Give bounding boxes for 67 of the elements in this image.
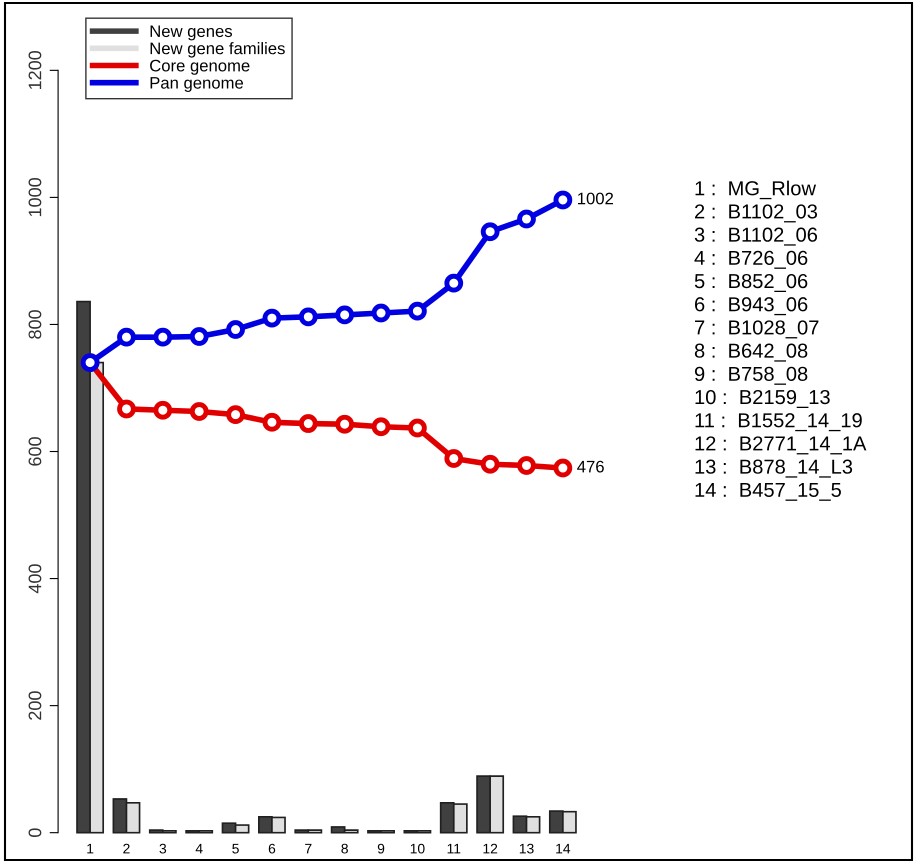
point xyxy=(226,405,245,424)
text: 6 : B943_06 xyxy=(695,297,808,316)
point xyxy=(444,274,464,293)
point xyxy=(298,414,318,433)
y-tick-label: 1200 xyxy=(28,50,42,90)
y-tick-label: 1000 xyxy=(28,178,42,216)
x-tick-label: 7 xyxy=(305,844,312,854)
point xyxy=(444,449,464,468)
text: 3 : B1102_06 xyxy=(694,228,818,246)
legend-label: New genes xyxy=(150,25,232,40)
x-tick-label: 4 xyxy=(196,844,203,854)
legend-label: Pan genome xyxy=(150,77,243,92)
point xyxy=(117,328,136,347)
point xyxy=(335,414,354,434)
point xyxy=(372,417,390,436)
x-tick-label: 1 xyxy=(87,844,94,854)
text: 2 : B1102_03 xyxy=(695,204,818,222)
point xyxy=(372,304,390,322)
point xyxy=(153,328,172,347)
legend-label: New gene families xyxy=(150,42,285,58)
x-tick-label: 5 xyxy=(232,844,239,854)
point xyxy=(554,190,572,210)
point xyxy=(335,306,354,324)
point xyxy=(190,402,209,421)
text: 5 : B852_06 xyxy=(694,274,808,292)
point xyxy=(517,210,536,228)
text: 14 : B457_15_5 xyxy=(696,482,841,501)
point xyxy=(408,418,427,438)
y-tick-label: 0 xyxy=(28,828,42,837)
legend-label: Core genome xyxy=(150,60,250,75)
text: 10 : B2159_13 xyxy=(696,390,830,408)
x-tick-label: 11 xyxy=(448,844,460,854)
text: 12 : B2771_14_1A xyxy=(696,436,866,454)
annotation: 1002 xyxy=(578,192,614,204)
point xyxy=(117,400,136,418)
y-tick-label: 200 xyxy=(28,691,42,720)
text: 7 : B1028_07 xyxy=(695,320,818,338)
annotation: 476 xyxy=(577,460,604,473)
text: 1 : MG_Rlow xyxy=(696,180,816,200)
point xyxy=(262,308,282,328)
point xyxy=(480,222,500,242)
text: 4 : B726_06 xyxy=(694,250,808,269)
text: 11 : B1552_14_19 xyxy=(696,413,862,432)
x-tick-label: 12 xyxy=(483,844,498,854)
point xyxy=(262,412,282,432)
point xyxy=(408,302,427,320)
x-tick-label: 13 xyxy=(520,844,534,854)
x-tick-label: 9 xyxy=(378,844,384,854)
x-tick-label: 14 xyxy=(556,844,570,854)
y-tick-label: 800 xyxy=(28,310,42,339)
point xyxy=(480,454,500,474)
x-tick-label: 8 xyxy=(341,844,348,854)
point xyxy=(190,327,209,346)
text: 13 : B878_14_L3 xyxy=(696,460,852,478)
point xyxy=(517,456,536,475)
point xyxy=(554,458,572,478)
point xyxy=(153,400,172,420)
point xyxy=(298,307,318,326)
text: 8 : B642_08 xyxy=(694,344,808,362)
point xyxy=(226,320,245,339)
x-tick-label: 10 xyxy=(410,844,425,854)
y-tick-label: 400 xyxy=(28,564,42,594)
x-tick-label: 6 xyxy=(268,844,276,854)
y-tick-label: 600 xyxy=(28,437,42,466)
x-tick-label: 2 xyxy=(123,844,130,854)
text: 9 : B758_08 xyxy=(694,366,808,385)
x-tick-label: 3 xyxy=(160,844,166,854)
